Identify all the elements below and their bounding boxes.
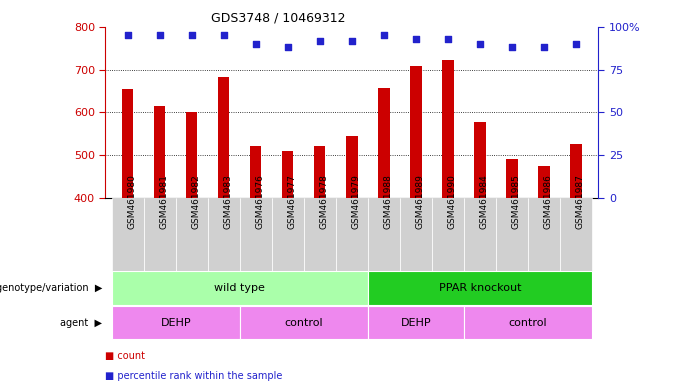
Bar bbox=[378, 88, 390, 198]
Point bbox=[379, 32, 390, 38]
Point bbox=[122, 32, 133, 38]
Bar bbox=[400, 198, 432, 271]
Bar bbox=[475, 122, 486, 198]
Point bbox=[443, 36, 454, 42]
Text: GSM461989: GSM461989 bbox=[416, 174, 425, 229]
Text: GSM461982: GSM461982 bbox=[192, 174, 201, 229]
Text: GSM461976: GSM461976 bbox=[256, 174, 265, 229]
Bar bbox=[368, 271, 592, 305]
Bar bbox=[496, 198, 528, 271]
Bar bbox=[368, 198, 400, 271]
Text: GSM461984: GSM461984 bbox=[480, 174, 489, 229]
Bar bbox=[250, 146, 262, 198]
Bar bbox=[240, 198, 272, 271]
Bar bbox=[507, 159, 517, 198]
Bar bbox=[218, 77, 229, 198]
Text: ■ count: ■ count bbox=[105, 351, 146, 361]
Text: DEHP: DEHP bbox=[160, 318, 191, 328]
Bar bbox=[176, 198, 208, 271]
Title: GDS3748 / 10469312: GDS3748 / 10469312 bbox=[211, 11, 345, 24]
Text: GSM461977: GSM461977 bbox=[288, 174, 297, 229]
Text: agent  ▶: agent ▶ bbox=[60, 318, 102, 328]
Text: GSM461979: GSM461979 bbox=[352, 174, 361, 229]
Bar bbox=[112, 306, 240, 339]
Bar bbox=[442, 60, 454, 198]
Bar bbox=[122, 89, 133, 198]
Text: ■ percentile rank within the sample: ■ percentile rank within the sample bbox=[105, 371, 283, 381]
Bar bbox=[314, 146, 326, 198]
Text: GSM461987: GSM461987 bbox=[576, 174, 585, 229]
Point bbox=[347, 38, 358, 44]
Point bbox=[250, 41, 261, 47]
Bar bbox=[539, 166, 549, 198]
Text: genotype/variation  ▶: genotype/variation ▶ bbox=[0, 283, 102, 293]
Bar bbox=[336, 198, 368, 271]
Text: GSM461986: GSM461986 bbox=[544, 174, 553, 229]
Point bbox=[507, 44, 517, 50]
Text: GSM461985: GSM461985 bbox=[512, 174, 521, 229]
Text: GSM461983: GSM461983 bbox=[224, 174, 233, 229]
Point bbox=[571, 41, 581, 47]
Text: GSM461981: GSM461981 bbox=[160, 174, 169, 229]
Text: control: control bbox=[284, 318, 323, 328]
Text: wild type: wild type bbox=[214, 283, 265, 293]
Bar bbox=[368, 306, 464, 339]
Bar bbox=[528, 198, 560, 271]
Point bbox=[186, 32, 197, 38]
Bar bbox=[464, 198, 496, 271]
Point bbox=[218, 32, 229, 38]
Bar bbox=[240, 306, 368, 339]
Text: GSM461990: GSM461990 bbox=[448, 174, 457, 229]
Bar bbox=[410, 66, 422, 198]
Text: control: control bbox=[509, 318, 547, 328]
Text: GSM461978: GSM461978 bbox=[320, 174, 329, 229]
Point bbox=[411, 36, 422, 42]
Bar bbox=[112, 198, 143, 271]
Point bbox=[475, 41, 486, 47]
Bar bbox=[208, 198, 240, 271]
Bar bbox=[282, 151, 294, 198]
Bar bbox=[304, 198, 336, 271]
Bar bbox=[112, 271, 368, 305]
Bar bbox=[272, 198, 304, 271]
Point bbox=[314, 38, 325, 44]
Bar bbox=[432, 198, 464, 271]
Point bbox=[539, 44, 549, 50]
Bar bbox=[560, 198, 592, 271]
Bar bbox=[143, 198, 176, 271]
Bar bbox=[464, 306, 592, 339]
Text: PPAR knockout: PPAR knockout bbox=[439, 283, 521, 293]
Text: GSM461988: GSM461988 bbox=[384, 174, 393, 229]
Bar bbox=[571, 144, 581, 198]
Point bbox=[154, 32, 165, 38]
Bar bbox=[346, 136, 358, 198]
Text: GSM461980: GSM461980 bbox=[128, 174, 137, 229]
Bar bbox=[186, 112, 197, 198]
Text: DEHP: DEHP bbox=[401, 318, 431, 328]
Bar bbox=[154, 106, 165, 198]
Point bbox=[282, 44, 293, 50]
